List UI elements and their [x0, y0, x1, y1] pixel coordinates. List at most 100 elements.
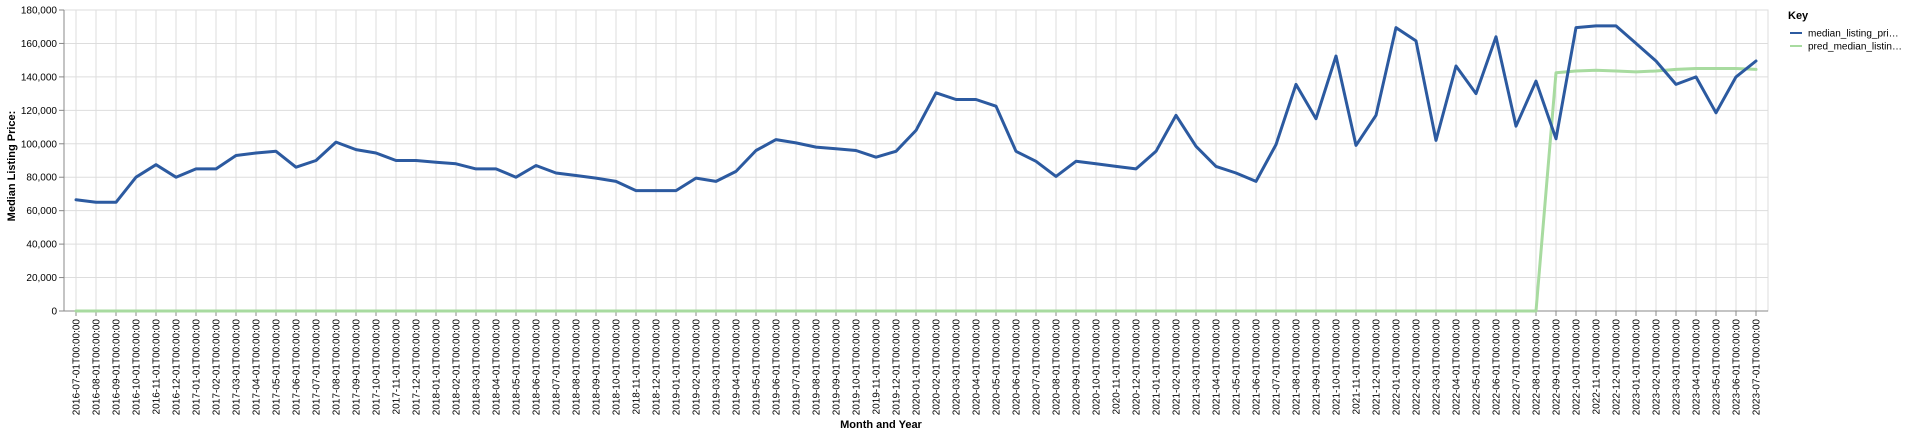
- x-tick-label: 2019-04-01T00:00:00: [732, 319, 743, 416]
- x-tick-label: 2021-08-01T00:00:00: [1292, 319, 1303, 416]
- x-tick-label: 2019-06-01T00:00:00: [772, 319, 783, 416]
- x-tick-label: 2020-07-01T00:00:00: [1032, 319, 1043, 416]
- x-tick-label: 2022-07-01T00:00:00: [1512, 319, 1523, 416]
- y-tick-label: 0: [51, 307, 57, 318]
- x-tick-label: 2020-02-01T00:00:00: [932, 319, 943, 416]
- x-tick-label: 2022-12-01T00:00:00: [1612, 319, 1623, 416]
- x-axis: 2016-07-01T00:00:00 2016-08-01T00:00:00 20…: [64, 310, 1768, 416]
- y-tick-label: 20,000: [26, 273, 57, 284]
- x-tick-label: 2022-02-01T00:00:00: [1412, 319, 1423, 416]
- x-tick-label: 2020-01-01T00:00:00: [912, 319, 923, 416]
- x-tick-label: 2023-04-01T00:00:00: [1692, 319, 1703, 416]
- x-tick-label: 2018-04-01T00:00:00: [492, 319, 503, 416]
- x-tick-label: 2021-07-01T00:00:00: [1272, 319, 1283, 416]
- x-tick-label: 2021-04-01T00:00:00: [1212, 319, 1223, 416]
- y-tick-label: 120,000: [21, 106, 58, 117]
- y-axis-title: Median Listing Price:: [6, 111, 18, 222]
- x-tick-label: 2021-03-01T00:00:00: [1192, 319, 1203, 416]
- x-tick-label: 2018-05-01T00:00:00: [512, 319, 523, 416]
- legend-title: Key: [1788, 10, 1809, 22]
- x-tick-label: 2017-08-01T00:00:00: [332, 319, 343, 416]
- x-tick-label: 2021-12-01T00:00:00: [1372, 319, 1383, 416]
- x-tick-label: 2016-07-01T00:00:00: [72, 319, 83, 416]
- gridlines: [63, 9, 1769, 312]
- x-tick-label: 2018-07-01T00:00:00: [552, 319, 563, 416]
- x-tick-label: 2017-04-01T00:00:00: [252, 319, 263, 416]
- y-tick-label: 40,000: [26, 240, 57, 251]
- x-tick-label: 2021-11-01T00:00:00: [1352, 319, 1363, 415]
- y-tick-label: 160,000: [21, 39, 58, 50]
- x-tick-label: 2018-02-01T00:00:00: [452, 319, 463, 416]
- x-tick-label: 2018-11-01T00:00:00: [632, 319, 643, 415]
- x-tick-label: 2017-12-01T00:00:00: [412, 319, 423, 416]
- x-tick-label: 2019-07-01T00:00:00: [792, 319, 803, 416]
- x-tick-label: 2020-03-01T00:00:00: [952, 319, 963, 416]
- x-tick-label: 2021-06-01T00:00:00: [1252, 319, 1263, 416]
- series-line-0: [74, 24, 1758, 204]
- x-tick-label: 2017-06-01T00:00:00: [292, 319, 303, 416]
- x-tick-label: 2018-01-01T00:00:00: [432, 319, 443, 416]
- x-tick-label: 2021-02-01T00:00:00: [1172, 319, 1183, 416]
- x-tick-label: 2017-10-01T00:00:00: [372, 319, 383, 416]
- x-tick-label: 2022-06-01T00:00:00: [1492, 319, 1503, 416]
- x-tick-label: 2023-06-01T00:00:00: [1732, 319, 1743, 416]
- x-tick-label: 2021-10-01T00:00:00: [1332, 319, 1343, 416]
- legend-label: pred_median_listin…: [1808, 42, 1902, 53]
- x-tick-label: 2022-05-01T00:00:00: [1472, 319, 1483, 416]
- x-tick-label: 2016-12-01T00:00:00: [172, 319, 183, 416]
- y-tick-label: 100,000: [21, 139, 58, 150]
- x-tick-label: 2016-10-01T00:00:00: [132, 319, 143, 416]
- x-tick-label: 2016-11-01T00:00:00: [152, 319, 163, 415]
- x-tick-label: 2020-05-01T00:00:00: [992, 319, 1003, 416]
- x-tick-label: 2019-01-01T00:00:00: [672, 319, 683, 416]
- x-tick-label: 2019-11-01T00:00:00: [872, 319, 883, 415]
- x-tick-label: 2022-08-01T00:00:00: [1532, 319, 1543, 416]
- x-tick-label: 2016-08-01T00:00:00: [92, 319, 103, 416]
- x-tick-label: 2020-06-01T00:00:00: [1012, 319, 1023, 416]
- x-tick-label: 2022-03-01T00:00:00: [1432, 319, 1443, 416]
- legend-items: median_listing_pri… pred_median_listin…: [1790, 29, 1902, 53]
- x-tick-label: 2023-07-01T00:00:00: [1752, 319, 1763, 416]
- x-tick-label: 2020-12-01T00:00:00: [1132, 319, 1143, 416]
- x-tick-label: 2022-10-01T00:00:00: [1572, 319, 1583, 416]
- x-tick-label: 2017-05-01T00:00:00: [272, 319, 283, 416]
- x-tick-label: 2017-01-01T00:00:00: [192, 319, 203, 416]
- x-tick-label: 2023-02-01T00:00:00: [1652, 319, 1663, 416]
- y-tick-label: 80,000: [26, 173, 57, 184]
- x-tick-label: 2023-03-01T00:00:00: [1672, 319, 1683, 416]
- series-line-1: [74, 67, 1758, 313]
- x-tick-label: 2019-08-01T00:00:00: [812, 319, 823, 416]
- x-tick-label: 2018-09-01T00:00:00: [592, 319, 603, 416]
- x-tick-label: 2019-05-01T00:00:00: [752, 319, 763, 416]
- x-tick-label: 2017-09-01T00:00:00: [352, 319, 363, 416]
- x-tick-label: 2019-02-01T00:00:00: [692, 319, 703, 416]
- y-tick-label: 140,000: [21, 72, 58, 83]
- x-tick-label: 2022-01-01T00:00:00: [1392, 319, 1403, 416]
- x-tick-label: 2020-04-01T00:00:00: [972, 319, 983, 416]
- x-tick-label: 2020-11-01T00:00:00: [1112, 319, 1123, 415]
- y-axis: 0 20,000 40,000 60,000 80,000 100,000 120,000 1…: [21, 6, 65, 318]
- x-tick-label: 2017-07-01T00:00:00: [312, 319, 323, 416]
- x-tick-label: 2023-01-01T00:00:00: [1632, 319, 1643, 416]
- x-tick-label: 2022-11-01T00:00:00: [1592, 319, 1603, 415]
- x-axis-title: Month and Year: [840, 419, 922, 431]
- x-tick-label: 2021-05-01T00:00:00: [1232, 319, 1243, 416]
- x-tick-label: 2018-10-01T00:00:00: [612, 319, 623, 416]
- x-tick-label: 2019-10-01T00:00:00: [852, 319, 863, 416]
- x-tick-label: 2020-10-01T00:00:00: [1092, 319, 1103, 416]
- x-tick-label: 2018-03-01T00:00:00: [472, 319, 483, 416]
- legend: Key median_listing_pri… pred_median_listi…: [1788, 10, 1902, 53]
- x-tick-label: 2019-12-01T00:00:00: [892, 319, 903, 416]
- x-tick-label: 2016-09-01T00:00:00: [112, 319, 123, 416]
- x-tick-label: 2017-11-01T00:00:00: [392, 319, 403, 415]
- y-tick-label: 60,000: [26, 206, 57, 217]
- series-lines: [74, 24, 1758, 313]
- y-tick-label: 180,000: [21, 6, 58, 17]
- x-tick-label: 2022-09-01T00:00:00: [1552, 319, 1563, 416]
- x-tick-label: 2018-08-01T00:00:00: [572, 319, 583, 416]
- x-tick-label: 2020-08-01T00:00:00: [1052, 319, 1063, 416]
- x-tick-label: 2017-03-01T00:00:00: [232, 319, 243, 416]
- legend-label: median_listing_pri…: [1808, 29, 1899, 40]
- x-tick-label: 2022-04-01T00:00:00: [1452, 319, 1463, 416]
